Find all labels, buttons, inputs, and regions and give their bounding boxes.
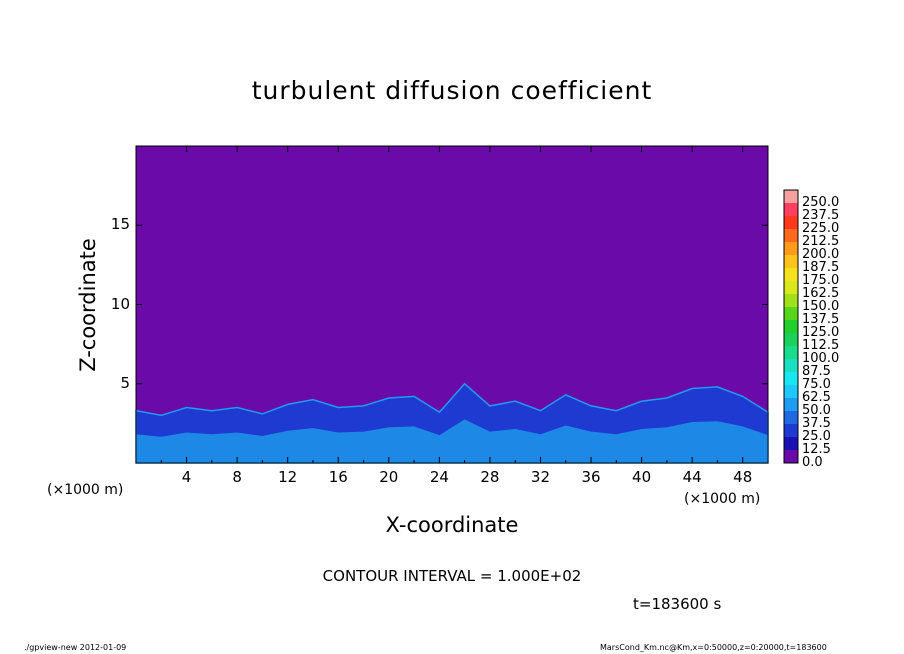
colorbar-swatch	[784, 398, 798, 411]
y-tick-label: 10	[110, 294, 130, 313]
colorbar-label: 237.5	[802, 208, 840, 223]
colorbar-swatch	[784, 359, 798, 372]
colorbar-swatch	[784, 333, 798, 346]
boundary-layer-core	[136, 419, 768, 463]
colorbar-label: 0.0	[802, 455, 823, 470]
colorbar-label: 187.5	[802, 260, 840, 275]
colorbar-label: 150.0	[802, 299, 840, 314]
y-axis-unit: (×1000 m)	[47, 482, 124, 498]
x-tick-label: 16	[328, 468, 348, 486]
x-tick-label: 4	[181, 468, 192, 486]
x-tick-label: 20	[379, 468, 399, 486]
x-tick-label: 44	[682, 468, 702, 486]
colorbar-label: 37.5	[802, 416, 831, 431]
x-axis-unit: (×1000 m)	[684, 491, 761, 507]
contour-interval-label: CONTOUR INTERVAL = 1.000E+02	[322, 567, 582, 585]
colorbar-label: 162.5	[802, 286, 840, 301]
colorbar-swatch	[784, 372, 798, 385]
colorbar-swatch	[784, 281, 798, 294]
colorbar-swatch	[784, 229, 798, 242]
colorbar-label: 100.0	[802, 351, 840, 366]
colorbar-label: 75.0	[802, 377, 831, 392]
colorbar-swatch	[784, 242, 798, 255]
colorbar-swatch	[784, 346, 798, 359]
time-label: t=183600 s	[633, 595, 722, 613]
colorbar-label: 137.5	[802, 312, 840, 327]
y-tick-label: 5	[120, 373, 130, 392]
x-tick-label: 40	[632, 468, 652, 486]
colorbar-label: 225.0	[802, 221, 840, 236]
colorbar-label: 250.0	[802, 195, 840, 210]
x-tick-label: 32	[530, 468, 551, 486]
colorbar-swatch	[784, 450, 798, 463]
footer-left: ./gpview-new 2012-01-09	[24, 643, 127, 652]
colorbar-swatch	[784, 216, 798, 229]
colorbar-frame	[783, 189, 799, 464]
colorbar-swatch	[784, 411, 798, 424]
colorbar-swatch	[784, 268, 798, 281]
colorbar-swatch	[784, 320, 798, 333]
x-tick-label: 36	[581, 468, 601, 486]
colorbar-label: 112.5	[802, 338, 840, 353]
colorbar-swatch	[784, 190, 798, 203]
x-tick-label: 28	[480, 468, 500, 486]
colorbar-swatch	[784, 307, 798, 320]
x-tick-label: 8	[232, 468, 242, 486]
colorbar-swatch	[784, 437, 798, 450]
colorbar-label: 50.0	[802, 403, 831, 418]
x-tick-label: 24	[429, 468, 449, 486]
footer-right: MarsCond_Km.nc@Km,x=0:50000,z=0:20000,t=…	[600, 643, 827, 652]
x-tick-label: 48	[733, 468, 753, 486]
y-tick-label: 15	[110, 215, 130, 234]
colorbar-label: 200.0	[802, 247, 840, 262]
colorbar-label: 175.0	[802, 273, 840, 288]
colorbar-label: 25.0	[802, 429, 831, 444]
colorbar-label: 212.5	[802, 234, 840, 249]
colorbar-swatch	[784, 255, 798, 268]
x-axis-title: X-coordinate	[385, 513, 519, 537]
chart-title: turbulent diffusion coefficient	[251, 76, 653, 105]
x-tick-label: 12	[278, 468, 298, 486]
colorbar-swatch	[784, 203, 798, 216]
colorbar-swatch	[784, 385, 798, 398]
colorbar-label: 125.0	[802, 325, 840, 340]
colorbar-label: 62.5	[802, 390, 831, 405]
colorbar-label: 87.5	[802, 364, 831, 379]
colorbar-label: 12.5	[802, 442, 831, 457]
colorbar-swatch	[784, 294, 798, 307]
colorbar-swatch	[784, 424, 798, 437]
